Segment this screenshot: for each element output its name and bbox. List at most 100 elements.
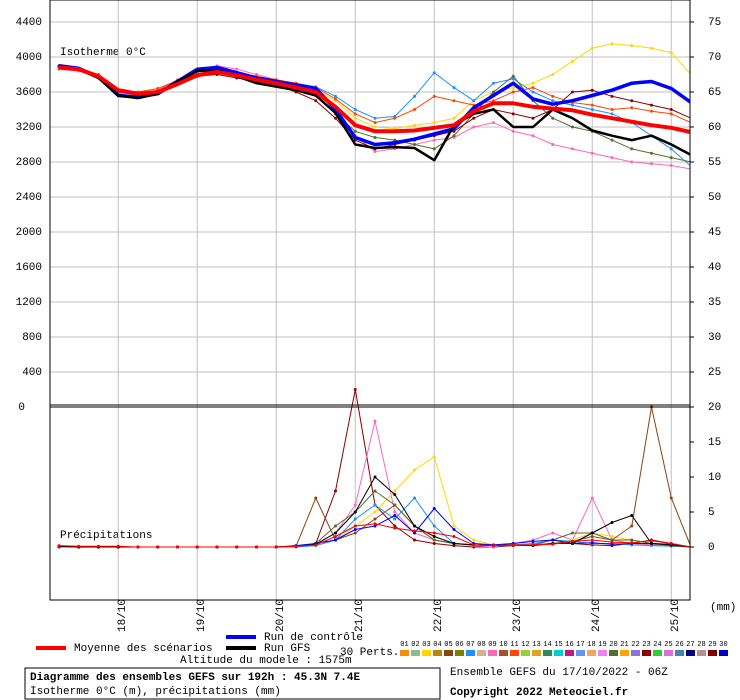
legend-swatch xyxy=(598,650,607,656)
x-tick-label: 18/10 xyxy=(117,599,129,632)
point xyxy=(610,42,614,46)
point xyxy=(531,86,535,90)
y-tick-label: 2800 xyxy=(16,157,42,169)
y2-unit: (mm) xyxy=(710,602,736,614)
legend-label: 04 xyxy=(433,641,441,649)
point xyxy=(590,88,594,92)
legend-label: 11 xyxy=(510,641,518,649)
point xyxy=(334,94,337,98)
point xyxy=(393,526,397,530)
legend-swatch xyxy=(642,650,651,656)
point xyxy=(571,90,574,94)
legend-swatch xyxy=(609,650,618,656)
point xyxy=(413,123,416,127)
point xyxy=(590,496,594,500)
point xyxy=(630,524,634,528)
altitude-note: Altitude du modele : 1575m xyxy=(180,655,352,667)
point xyxy=(590,107,594,111)
y-tick-label: 3600 xyxy=(16,87,42,99)
point xyxy=(413,529,416,533)
point xyxy=(413,142,416,146)
point xyxy=(531,134,535,138)
point xyxy=(610,540,614,544)
point xyxy=(452,116,456,120)
point xyxy=(669,156,673,160)
point xyxy=(650,544,653,548)
point xyxy=(432,535,436,539)
point xyxy=(669,51,673,55)
series-line xyxy=(58,65,690,135)
point xyxy=(255,545,258,549)
point xyxy=(393,514,397,518)
point xyxy=(334,489,337,493)
point xyxy=(571,531,574,535)
point xyxy=(551,142,555,146)
legend-swatch xyxy=(587,650,596,656)
point xyxy=(373,125,377,129)
legend-swatch xyxy=(686,650,695,656)
point xyxy=(511,86,515,90)
y2-tick-label: 50 xyxy=(708,192,721,204)
point xyxy=(630,106,634,110)
point xyxy=(393,493,397,497)
point xyxy=(195,545,199,549)
y-tick-label: 3200 xyxy=(16,122,42,134)
legend-label: 15 xyxy=(554,641,562,649)
point xyxy=(630,514,634,518)
legend-label: 17 xyxy=(576,641,584,649)
y2-tick-label: 35 xyxy=(708,297,721,309)
point xyxy=(353,528,357,532)
point xyxy=(492,544,495,548)
point xyxy=(373,116,377,120)
copyright: Copyright 2022 Meteociel.fr xyxy=(450,687,628,699)
point xyxy=(650,542,653,546)
legend-label: 29 xyxy=(708,641,716,649)
point xyxy=(314,496,318,500)
x-tick-label: 20/10 xyxy=(275,599,287,632)
point xyxy=(373,135,377,139)
y-tick-label: 4400 xyxy=(16,17,42,29)
point xyxy=(432,71,436,75)
point xyxy=(571,59,574,63)
point xyxy=(472,125,476,129)
point xyxy=(531,81,535,85)
point xyxy=(413,524,416,528)
point xyxy=(432,94,436,98)
point xyxy=(432,507,436,511)
x-tick-label: 24/10 xyxy=(591,599,603,632)
point xyxy=(669,496,673,500)
legend-label: 27 xyxy=(686,641,694,649)
point xyxy=(314,543,318,547)
point xyxy=(650,46,653,50)
legend-swatch xyxy=(675,650,684,656)
point xyxy=(650,539,653,543)
point xyxy=(551,538,555,542)
x-tick-label: 22/10 xyxy=(433,599,445,632)
point xyxy=(334,524,337,528)
plot-frame xyxy=(49,0,691,601)
y-tick-label: 800 xyxy=(22,332,42,344)
legend-label: 18 xyxy=(587,641,595,649)
point xyxy=(610,94,614,98)
point xyxy=(373,510,377,514)
point xyxy=(413,496,416,500)
point xyxy=(373,149,377,153)
legend-label: 02 xyxy=(411,641,419,649)
point xyxy=(571,147,574,151)
point xyxy=(511,543,515,547)
point xyxy=(373,121,377,125)
point xyxy=(650,162,653,166)
point xyxy=(334,535,337,539)
footer-title: Diagramme des ensembles GEFS sur 192h : … xyxy=(30,672,360,684)
point xyxy=(353,524,357,528)
point xyxy=(669,112,673,116)
legend-swatch xyxy=(422,650,431,656)
legend-label: 01 xyxy=(400,641,408,649)
legend-swatch xyxy=(631,650,640,656)
point xyxy=(531,539,535,543)
point xyxy=(650,151,653,155)
point xyxy=(472,543,476,547)
y2-tick-label: 25 xyxy=(708,367,721,379)
legend-swatch xyxy=(653,650,662,656)
x-tick-label: 21/10 xyxy=(354,599,366,632)
